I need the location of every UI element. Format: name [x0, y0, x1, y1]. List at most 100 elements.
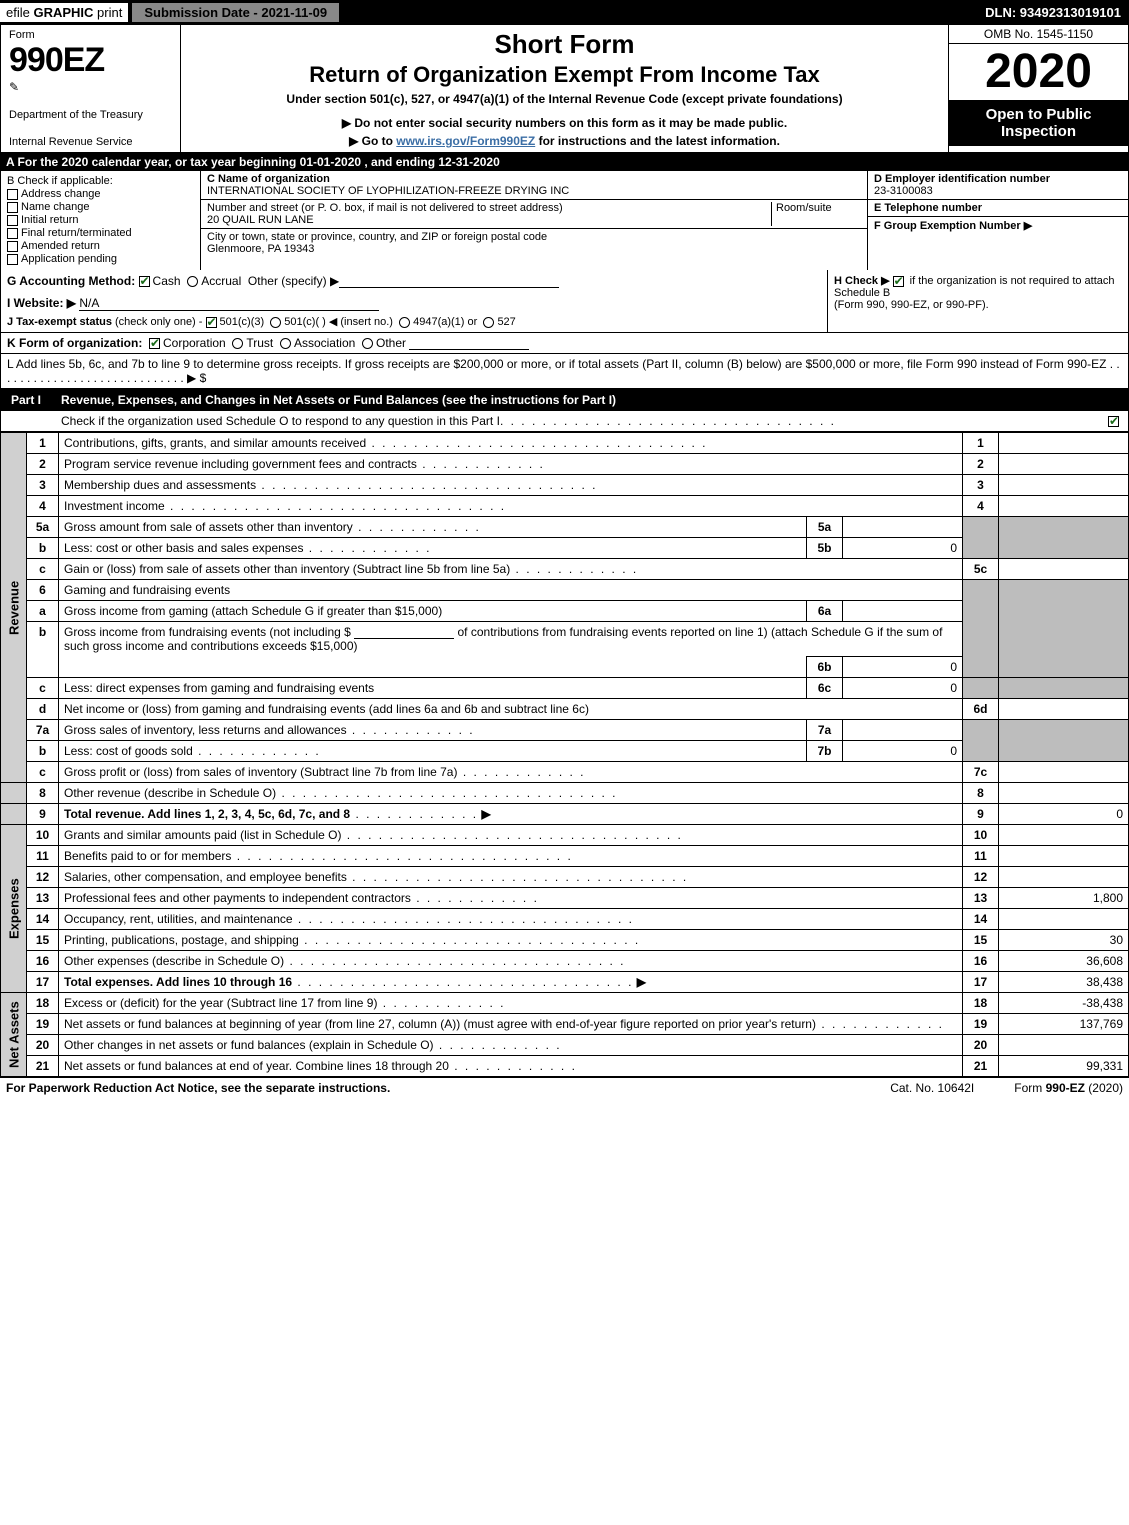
goto-prefix: ▶ Go to [349, 134, 396, 148]
b-opt-address[interactable]: Address change [7, 188, 194, 200]
g-cash: Cash [153, 274, 181, 288]
desc-text: Gain or (loss) from sale of assets other… [64, 562, 510, 576]
radio-icon[interactable] [270, 317, 281, 328]
dots [366, 436, 707, 450]
k-opt: Association [294, 336, 355, 350]
line-num: 4 [27, 496, 59, 517]
sub-num: 7b [807, 741, 843, 762]
line-num: 14 [27, 909, 59, 930]
line-num: c [27, 678, 59, 699]
table-row: 20 Other changes in net assets or fund b… [1, 1035, 1129, 1056]
dots [457, 765, 585, 779]
sub-val: 0 [843, 678, 963, 699]
k-opt: Corporation [163, 336, 226, 350]
radio-icon[interactable] [483, 317, 494, 328]
b-opt-amended[interactable]: Amended return [7, 240, 194, 252]
b-opt-final[interactable]: Final return/terminated [7, 227, 194, 239]
efile-prefix: efile [6, 5, 33, 20]
grey-cell [963, 720, 999, 762]
b-opt-pending[interactable]: Application pending [7, 253, 194, 265]
table-row: c Gain or (loss) from sale of assets oth… [1, 559, 1129, 580]
top-bar: efile GRAPHIC print Submission Date - 20… [0, 0, 1129, 24]
desc-text: Professional fees and other payments to … [64, 891, 411, 905]
sidebar-expenses: Expenses [1, 825, 27, 993]
desc-text: Benefits paid to or for members [64, 849, 231, 863]
h-text2: (Form 990, 990-EZ, or 990-PF). [834, 299, 989, 311]
efile-bold: GRAPHIC [33, 5, 97, 20]
dots [303, 541, 431, 555]
e-label: E Telephone number [874, 202, 1122, 214]
dots [377, 996, 505, 1010]
b-opt-label: Application pending [21, 253, 117, 265]
line-desc: Benefits paid to or for members [59, 846, 963, 867]
table-row: 17 Total expenses. Add lines 10 through … [1, 972, 1129, 993]
table-row: 15 Printing, publications, postage, and … [1, 930, 1129, 951]
d-label: D Employer identification number [874, 173, 1122, 185]
j-opt3: 4947(a)(1) or [413, 316, 477, 328]
part1-subtitle: Check if the organization used Schedule … [61, 414, 500, 428]
line-num: 5a [27, 517, 59, 538]
goto-link[interactable]: www.irs.gov/Form990EZ [396, 134, 535, 148]
grey-cell [963, 678, 999, 699]
sub-val [843, 720, 963, 741]
radio-icon[interactable] [187, 276, 198, 287]
amount-field[interactable] [354, 625, 454, 639]
b-opt-label: Initial return [21, 214, 78, 226]
k-other-field[interactable] [409, 336, 529, 350]
sub-val: 0 [843, 538, 963, 559]
table-row: 3 Membership dues and assessments 3 [1, 475, 1129, 496]
desc-text: Printing, publications, postage, and shi… [64, 933, 299, 947]
line-num: 20 [27, 1035, 59, 1056]
line-val: 0 [999, 804, 1129, 825]
desc-text: Total revenue. Add lines 1, 2, 3, 4, 5c,… [64, 807, 350, 821]
line-rnum: 2 [963, 454, 999, 475]
line-rnum: 3 [963, 475, 999, 496]
do-not-enter: ▶ Do not enter social security numbers o… [191, 116, 938, 130]
line-desc: Investment income [59, 496, 963, 517]
form-number: 990EZ [9, 41, 172, 80]
sidebar-blank [1, 804, 27, 825]
radio-icon[interactable] [232, 338, 243, 349]
checkbox-icon[interactable] [139, 276, 150, 287]
desc-text: Gross income from fundraising events (no… [64, 625, 351, 639]
checkbox-icon[interactable] [206, 317, 217, 328]
city-label: City or town, state or province, country… [207, 231, 861, 243]
radio-icon[interactable] [399, 317, 410, 328]
desc-text: Other revenue (describe in Schedule O) [64, 786, 276, 800]
room-suite: Room/suite [771, 202, 861, 226]
form-label: Form [9, 29, 172, 41]
desc-text: Net assets or fund balances at beginning… [64, 1017, 816, 1031]
line-rnum: 21 [963, 1056, 999, 1077]
header-left: Form 990EZ ✎ Department of the Treasury … [1, 25, 181, 152]
g-other-field[interactable] [339, 274, 559, 288]
b-opt-name[interactable]: Name change [7, 201, 194, 213]
radio-icon[interactable] [280, 338, 291, 349]
sub-val [843, 517, 963, 538]
line-rnum: 6d [963, 699, 999, 720]
desc-text: Gross amount from sale of assets other t… [64, 520, 353, 534]
i-line: I Website: ▶ N/A [7, 296, 821, 311]
checkbox-icon[interactable] [893, 276, 904, 287]
submission-date: Submission Date - 2021-11-09 [132, 3, 339, 22]
radio-icon[interactable] [362, 338, 373, 349]
line-desc: Contributions, gifts, grants, and simila… [59, 433, 963, 454]
line-num: b [27, 622, 59, 678]
line-rnum: 18 [963, 993, 999, 1014]
b-opt-initial[interactable]: Initial return [7, 214, 194, 226]
omb-number: OMB No. 1545-1150 [949, 25, 1128, 44]
table-row: 12 Salaries, other compensation, and emp… [1, 867, 1129, 888]
line-desc: Program service revenue including govern… [59, 454, 963, 475]
part1-header: Part I Revenue, Expenses, and Changes in… [0, 389, 1129, 411]
checkbox-icon[interactable] [149, 338, 160, 349]
b-label: B Check if applicable: [7, 175, 194, 187]
sub-num: 7a [807, 720, 843, 741]
efile-print[interactable]: efile GRAPHIC print [0, 3, 128, 22]
checkbox-icon [7, 215, 18, 226]
table-row: b Gross income from fundraising events (… [1, 622, 1129, 657]
line-val: -38,438 [999, 993, 1129, 1014]
line-num: 13 [27, 888, 59, 909]
line-val [999, 699, 1129, 720]
table-row: 6 Gaming and fundraising events [1, 580, 1129, 601]
g-label: G Accounting Method: [7, 274, 135, 288]
checkbox-icon[interactable] [1108, 416, 1119, 427]
